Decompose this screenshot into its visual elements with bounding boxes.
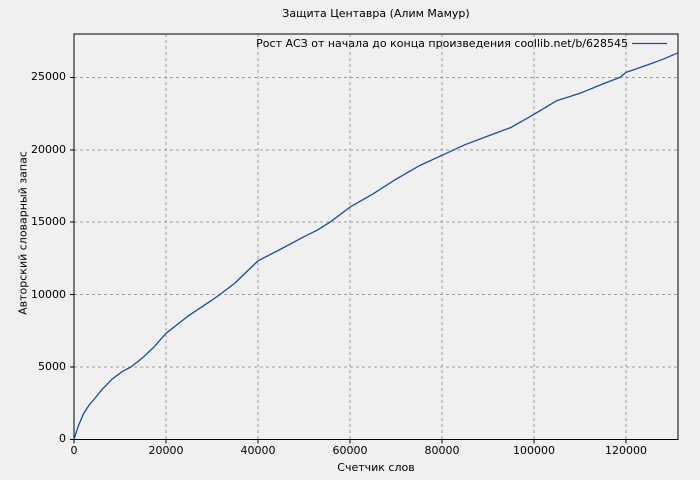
legend-label: Рост АСЗ от начала до конца произведения… — [256, 37, 628, 50]
y-tick-label: 0 — [59, 432, 66, 446]
y-tick-label: 15000 — [31, 215, 66, 229]
y-tick-label: 20000 — [31, 142, 66, 156]
x-tick-label: 120000 — [605, 444, 648, 457]
x-tick-label: 80000 — [424, 444, 460, 457]
chart-title: Защита Центавра (Алим Мамур) — [282, 7, 470, 20]
asz-curve — [73, 52, 679, 440]
plot-frame — [73, 33, 679, 440]
y-tick-label: 10000 — [31, 287, 66, 301]
y-tick-label: 5000 — [38, 359, 66, 373]
x-tick-label: 20000 — [148, 444, 184, 457]
y-tick-label: 25000 — [31, 70, 66, 84]
x-tick-label: 100000 — [513, 444, 555, 457]
x-axis-label: Счетчик слов — [337, 461, 415, 474]
x-tick-label: 0 — [70, 444, 78, 457]
x-tick-label: 40000 — [240, 444, 276, 457]
y-axis-label: Авторский словарный запас — [16, 151, 30, 315]
x-tick-label: 60000 — [332, 444, 368, 457]
